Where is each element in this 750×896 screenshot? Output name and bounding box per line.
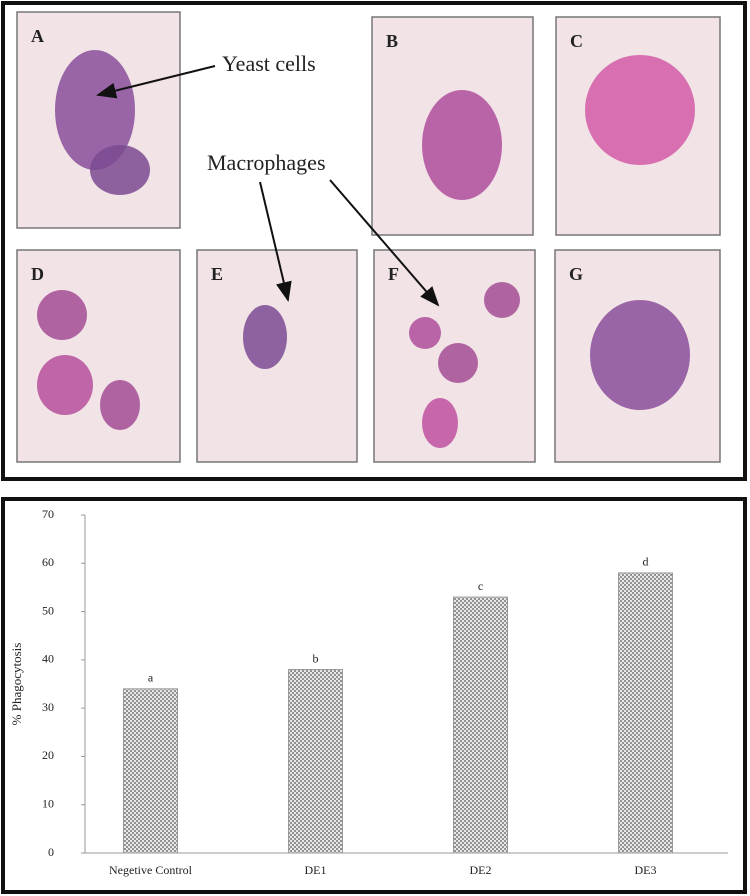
significance-label: a [148,671,154,685]
cell [585,55,695,165]
panel-label: A [31,26,44,46]
cell [100,380,140,430]
cell [484,282,520,318]
cell [37,355,93,415]
significance-label: c [478,579,483,593]
y-tick-label: 60 [42,555,54,569]
annotation: Macrophages [207,150,326,175]
panel-label: G [569,264,583,284]
y-tick-label: 40 [42,652,54,666]
bar [618,572,673,854]
arrow [96,65,216,99]
x-tick-label: DE3 [635,863,657,877]
panel-label: D [31,264,44,284]
y-tick-label: 30 [42,700,54,714]
cell [409,317,441,349]
cell [243,305,287,369]
panel-label: E [211,264,223,284]
y-axis-label: % Phagocytosis [9,643,24,726]
y-tick-label: 50 [42,603,54,617]
significance-label: b [313,651,319,665]
x-tick-label: DE2 [470,863,492,877]
x-tick-label: Negetive Control [109,863,193,877]
x-tick-label: DE1 [305,863,327,877]
cell [590,300,690,410]
bar [123,688,178,854]
bar [453,596,508,854]
chart: % Phagocytosis 0 10 20 30 40 50 60 70 Negetive C… [9,507,728,877]
cell [90,145,150,195]
cell [37,290,87,340]
cell [422,90,502,200]
arrow [329,179,440,307]
panel-label: C [570,31,583,51]
cell [438,343,478,383]
y-tick-label: 20 [42,748,54,762]
significance-label: d [643,555,649,569]
micrograph-panels: A B C D E F G [16,11,721,463]
arrow [259,181,292,302]
y-tick-label: 0 [48,845,54,859]
micrograph [16,249,181,463]
cell [422,398,458,448]
panel-label: F [388,264,399,284]
annotation: Yeast cells [222,51,316,76]
bar [288,669,343,854]
panel-label: B [386,31,398,51]
y-tick-label: 10 [42,796,54,810]
cell [55,50,135,170]
y-tick-label: 70 [42,507,54,521]
